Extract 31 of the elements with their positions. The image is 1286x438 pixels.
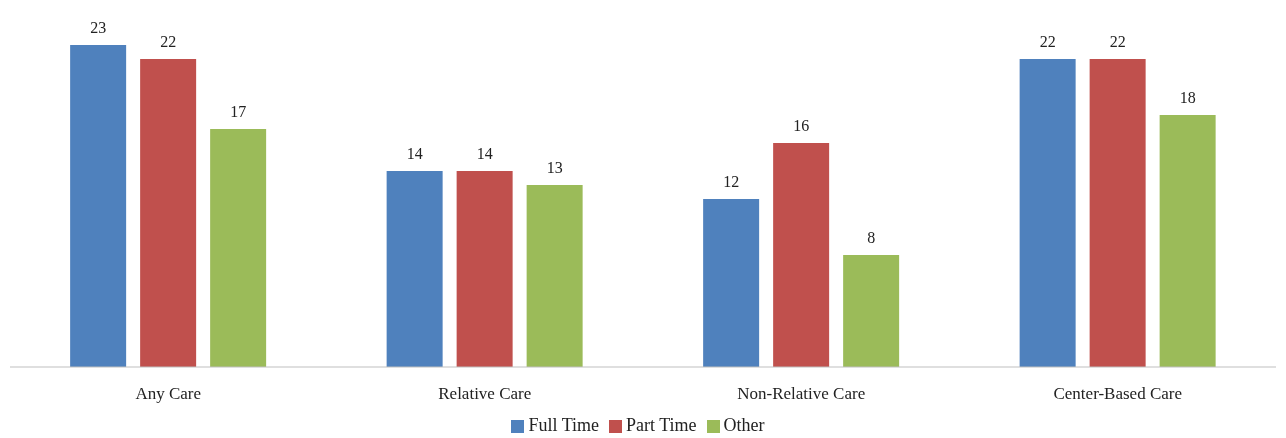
x-tick-label: Non-Relative Care xyxy=(737,384,866,404)
bar xyxy=(70,45,127,367)
x-tick-label: Any Care xyxy=(135,384,202,404)
data-label: 22 xyxy=(160,33,177,50)
data-label: 13 xyxy=(546,159,563,176)
data-label: 22 xyxy=(1039,33,1056,50)
bar xyxy=(1159,115,1216,367)
data-label: 17 xyxy=(230,103,247,120)
data-label: 14 xyxy=(476,145,493,162)
legend-label: Part Time xyxy=(626,415,697,435)
data-label: 18 xyxy=(1179,89,1196,106)
bar xyxy=(526,185,583,367)
x-tick-label: Relative Care xyxy=(438,384,532,404)
x-tick-label: Center-Based Care xyxy=(1053,384,1183,404)
data-label: 14 xyxy=(406,145,423,162)
bar xyxy=(456,171,513,367)
bar xyxy=(140,59,197,367)
legend-label: Full Time xyxy=(528,415,600,435)
bar xyxy=(386,171,443,367)
data-label: 22 xyxy=(1109,33,1126,50)
bar xyxy=(210,129,267,367)
data-label: 23 xyxy=(90,19,107,36)
data-label: 8 xyxy=(867,229,876,246)
data-label: 12 xyxy=(723,173,740,190)
bar xyxy=(843,255,900,367)
bar xyxy=(1019,59,1076,367)
bar xyxy=(1089,59,1146,367)
legend-label: Other xyxy=(723,415,765,435)
data-label: 16 xyxy=(793,117,810,134)
bar xyxy=(773,143,830,367)
bar xyxy=(703,199,760,367)
